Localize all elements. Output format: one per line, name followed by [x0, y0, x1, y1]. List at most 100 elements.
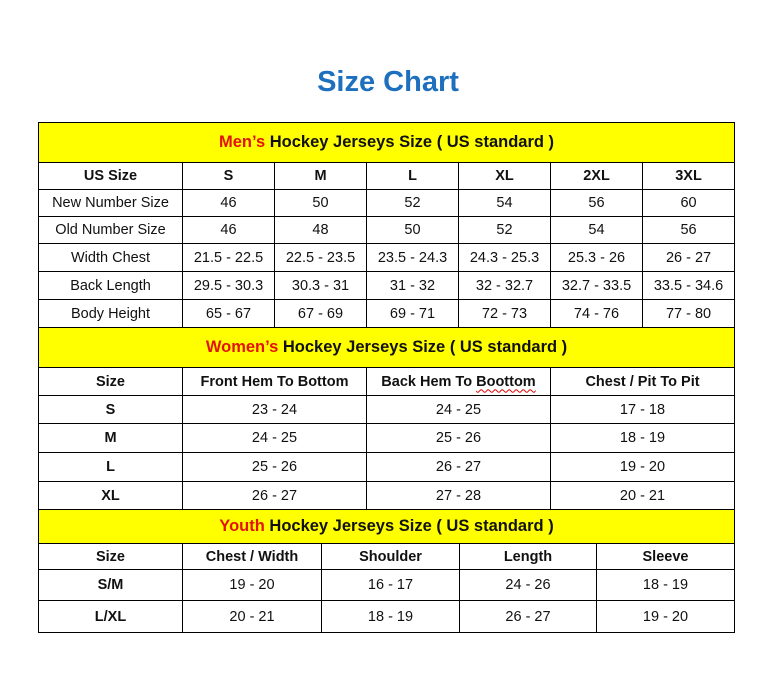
column-header: M [274, 162, 367, 190]
column-header-row: US Size S M L XL 2XL 3XL [38, 162, 736, 190]
column-header: S [182, 162, 275, 190]
column-header-label: M [314, 168, 327, 184]
column-header-row: Size Chest / Width Shoulder Length Sleeve [38, 543, 736, 570]
table-cell: 67 - 69 [274, 299, 367, 328]
column-header: Front Hem To Bottom [182, 367, 367, 396]
table-cell: 18 - 19 [595, 569, 736, 601]
column-header-label: Chest / Pit To Pit [585, 373, 700, 390]
column-header: Length [459, 543, 597, 570]
table-cell: 26 - 27 [459, 600, 597, 633]
column-header-label: Front Hem To Bottom [200, 373, 349, 390]
column-header: Size [38, 543, 183, 570]
table-cell: 29.5 - 30.3 [182, 271, 275, 300]
section-highlight-label: Women’s [205, 338, 279, 356]
column-header: L [366, 162, 459, 190]
table-row: Body Height 65 - 67 67 - 69 69 - 71 72 - 73 7… [38, 299, 736, 328]
table-cell: 25 - 26 [366, 423, 551, 453]
row-label: New Number Size [38, 189, 183, 217]
table-cell: 21.5 - 22.5 [182, 243, 275, 272]
table-row: New Number Size 46 50 52 54 56 60 [38, 189, 736, 217]
table-cell: 23 - 24 [182, 395, 367, 424]
column-header-label: Size [95, 548, 125, 565]
youth-size-table: Youth Hockey Jerseys Size ( US standard … [37, 509, 736, 633]
table-row: S 23 - 24 24 - 25 17 - 18 [38, 395, 736, 424]
youth-section-heading: Youth Hockey Jerseys Size ( US standard … [37, 509, 736, 544]
table-cell: 20 - 21 [549, 481, 736, 510]
table-cell: 24 - 26 [459, 569, 597, 601]
column-header-label: L [408, 168, 417, 184]
table-cell: 32.7 - 33.5 [550, 271, 643, 300]
column-header-label: Length [503, 548, 553, 565]
row-label: Back Length [38, 271, 183, 300]
womens-section-heading: Women’s Hockey Jerseys Size ( US standar… [37, 327, 736, 368]
column-header-label: 3XL [675, 168, 702, 184]
column-header-label: Size [95, 373, 125, 390]
section-heading-text: Hockey Jerseys Size ( US standard ) [278, 338, 568, 356]
mens-size-table: Men’s Hockey Jerseys Size ( US standard … [37, 122, 736, 328]
table-cell: 24.3 - 25.3 [458, 243, 551, 272]
column-header: Shoulder [321, 543, 460, 570]
row-label: S/M [38, 569, 183, 601]
table-cell: 30.3 - 31 [274, 271, 367, 300]
section-highlight-label: Men’s [219, 133, 266, 151]
table-row: M 24 - 25 25 - 26 18 - 19 [38, 423, 736, 453]
table-cell: 20 - 21 [182, 600, 322, 633]
column-header-label: XL [495, 168, 514, 184]
row-label: L/XL [38, 600, 183, 633]
column-header-label: Chest / Width [205, 548, 299, 565]
column-header-label: S [223, 168, 234, 184]
table-cell: 26 - 27 [182, 481, 367, 510]
table-cell: 18 - 19 [549, 423, 736, 453]
table-cell: 19 - 20 [549, 452, 736, 482]
table-cell: 24 - 25 [366, 395, 551, 424]
table-cell: 65 - 67 [182, 299, 275, 328]
column-header: Chest / Width [182, 543, 322, 570]
column-header-label: Shoulder [359, 548, 422, 565]
womens-size-table: Women’s Hockey Jerseys Size ( US standar… [37, 327, 736, 510]
table-cell: 18 - 19 [321, 600, 460, 633]
table-cell: 56 [641, 216, 736, 244]
table-cell: 33.5 - 34.6 [641, 271, 736, 300]
row-label: Body Height [38, 299, 183, 328]
table-cell: 19 - 20 [595, 600, 736, 633]
table-row: L/XL 20 - 21 18 - 19 26 - 27 19 - 20 [38, 600, 736, 633]
column-header: Back Hem To Boottom [366, 367, 551, 396]
column-header: Sleeve [595, 543, 736, 570]
column-header-label: Back Hem To Boottom [381, 373, 536, 390]
table-cell: 27 - 28 [366, 481, 551, 510]
table-cell: 25 - 26 [182, 452, 367, 482]
column-header: 2XL [550, 162, 643, 190]
table-cell: 56 [550, 189, 643, 217]
table-row: Back Length 29.5 - 30.3 30.3 - 31 31 - 32 32… [38, 271, 736, 300]
table-cell: 54 [458, 189, 551, 217]
column-header-row: Size Front Hem To Bottom Back Hem To Boott… [38, 367, 736, 396]
row-label: XL [38, 481, 183, 510]
column-header-label: 2XL [583, 168, 610, 184]
section-highlight-label: Youth [219, 517, 265, 535]
page-title: Size Chart [317, 66, 459, 98]
table-cell: 32 - 32.7 [458, 271, 551, 300]
row-label: L [38, 452, 183, 482]
row-label: Width Chest [38, 243, 183, 272]
column-header: XL [458, 162, 551, 190]
table-row: S/M 19 - 20 16 - 17 24 - 26 18 - 19 [38, 569, 736, 601]
table-cell: 26 - 27 [366, 452, 551, 482]
table-cell: 48 [274, 216, 367, 244]
table-cell: 52 [366, 189, 459, 217]
table-cell: 31 - 32 [366, 271, 459, 300]
section-heading-text: Hockey Jerseys Size ( US standard ) [265, 133, 555, 151]
table-row: XL 26 - 27 27 - 28 20 - 21 [38, 481, 736, 510]
table-cell: 52 [458, 216, 551, 244]
table-cell: 25.3 - 26 [550, 243, 643, 272]
table-cell: 22.5 - 23.5 [274, 243, 367, 272]
table-cell: 60 [641, 189, 736, 217]
table-cell: 46 [182, 189, 275, 217]
column-header: 3XL [641, 162, 736, 190]
column-header: Chest / Pit To Pit [549, 367, 736, 396]
table-cell: 69 - 71 [366, 299, 459, 328]
table-cell: 16 - 17 [321, 569, 460, 601]
table-row: L 25 - 26 26 - 27 19 - 20 [38, 452, 736, 482]
table-cell: 46 [182, 216, 275, 244]
table-cell: 50 [274, 189, 367, 217]
column-header: US Size [38, 162, 183, 190]
